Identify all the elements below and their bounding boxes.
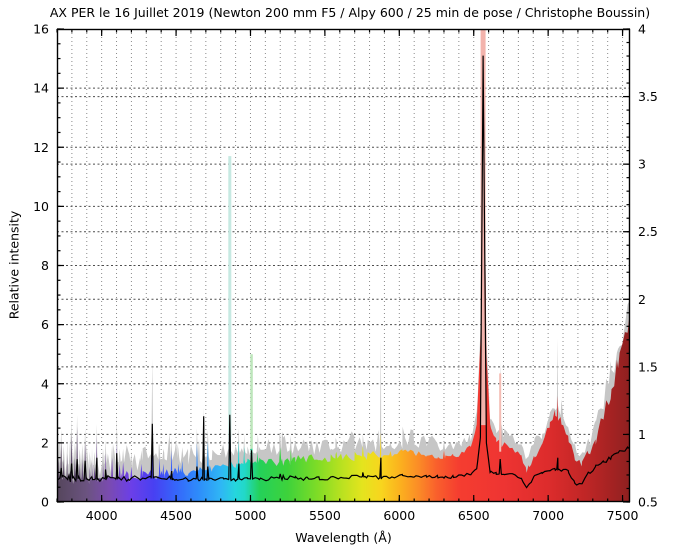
saturated-emission-line: [228, 156, 232, 437]
y-left-tick-label: 4: [41, 376, 49, 391]
x-axis-label: Wavelength (Å): [295, 530, 392, 545]
y-left-tick-label: 16: [33, 22, 49, 37]
saturated-emission-line: [499, 373, 502, 452]
y-right-tick-label: 3: [638, 157, 646, 172]
x-tick-label: 7500: [607, 508, 639, 523]
y-left-tick-label: 14: [33, 81, 49, 96]
y-left-tick-label: 8: [41, 258, 49, 273]
y-right-tick-label: 4: [638, 22, 646, 37]
x-tick-label: 4500: [160, 508, 192, 523]
x-tick-label: 6500: [458, 508, 490, 523]
y-left-tick-label: 0: [41, 495, 49, 510]
chart-title: AX PER le 16 Juillet 2019 (Newton 200 mm…: [49, 5, 651, 20]
y-right-tick-label: 1: [638, 427, 646, 442]
y-left-tick-label: 6: [41, 317, 49, 332]
gray-spectrum-area: [57, 29, 630, 502]
x-tick-label: 6000: [383, 508, 415, 523]
black-spectrum-line: [57, 55, 630, 489]
y-right-tick-label: 0.5: [638, 495, 658, 510]
y-right-tick-label: 2.5: [638, 224, 658, 239]
x-tick-label: 5500: [309, 508, 341, 523]
y-right-tick-label: 2: [638, 292, 646, 307]
y-left-tick-label: 10: [33, 199, 49, 214]
y-right-tick-label: 3.5: [638, 89, 658, 104]
y-left-tick-label: 12: [33, 140, 49, 155]
y-right-tick-label: 1.5: [638, 359, 658, 374]
rainbow-spectrum-area: [57, 29, 630, 502]
y-left-tick-label: 2: [41, 435, 49, 450]
x-tick-label: 5000: [235, 508, 267, 523]
saturated-emission-line: [250, 354, 253, 449]
x-tick-label: 7000: [532, 508, 564, 523]
saturated-emission-line: [480, 29, 486, 426]
x-tick-label: 4000: [86, 508, 118, 523]
